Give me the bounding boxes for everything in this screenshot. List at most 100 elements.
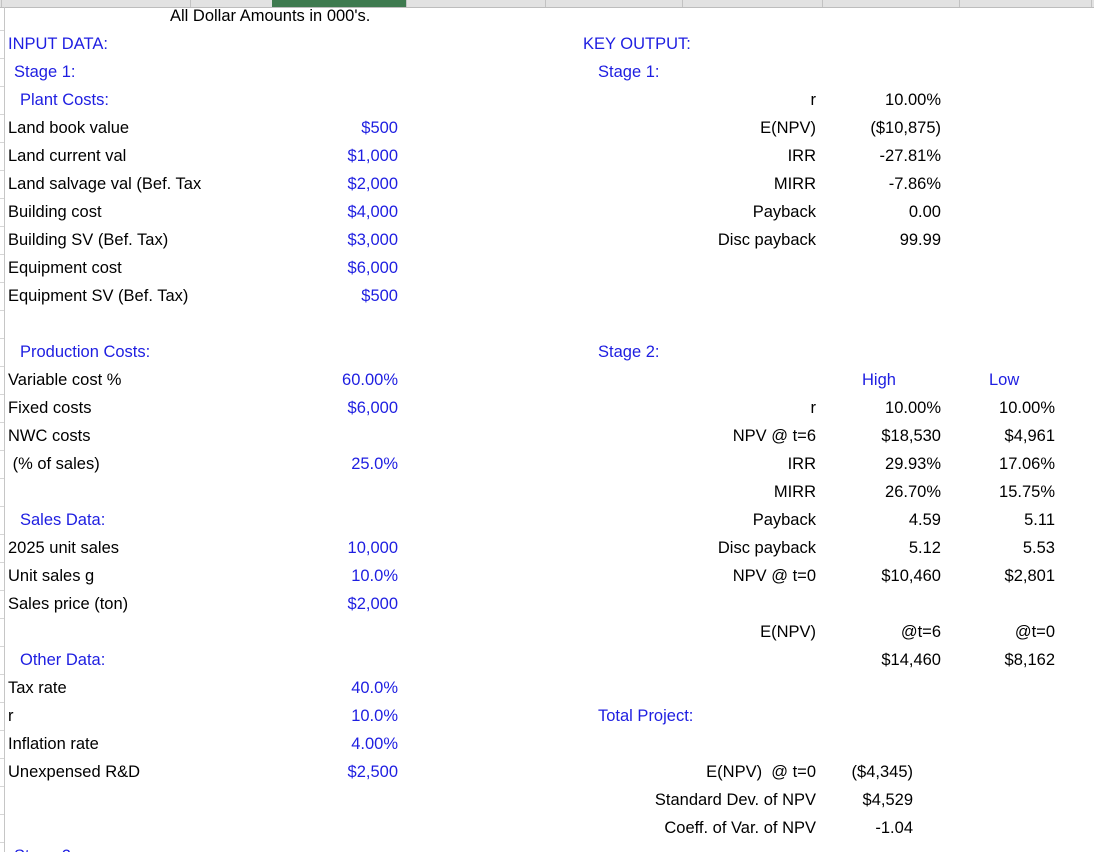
input-data-header: INPUT DATA: (8, 35, 108, 53)
output-label: r (810, 91, 817, 109)
input-value-cell[interactable]: $500 (361, 119, 398, 137)
input-stage1-header: Stage 1: (14, 63, 76, 81)
output-value-cell[interactable]: 10.00% (999, 399, 1055, 417)
input-value-cell[interactable] (250, 422, 398, 450)
input-value-cell[interactable]: $2,000 (347, 175, 398, 193)
green-header-cell (272, 0, 406, 7)
output-value-cell[interactable]: $18,530 (881, 427, 941, 445)
enpv-t6-value[interactable]: $14,460 (881, 651, 941, 669)
column-gridline (190, 0, 191, 7)
output-value-cell[interactable]: ($10,875) (870, 119, 941, 137)
plant-costs-header: Plant Costs: (20, 91, 109, 109)
column-gridline (1091, 0, 1092, 7)
output-value-cell[interactable]: $10,460 (881, 567, 941, 585)
input-label: Land salvage val (Bef. Tax (8, 175, 202, 193)
input-label: Unexpensed R&D (8, 763, 141, 781)
output-value-cell[interactable]: 26.70% (885, 483, 941, 501)
input-value-cell[interactable]: 4.00% (351, 735, 398, 753)
output-value-cell[interactable]: -27.81% (879, 147, 941, 165)
input-value-cell[interactable]: $6,000 (347, 259, 398, 277)
output-value-cell[interactable]: 99.99 (899, 231, 941, 249)
output-value-cell[interactable]: -1.04 (875, 819, 913, 837)
input-value-cell[interactable]: $4,000 (347, 203, 398, 221)
high-column-header: High (862, 371, 896, 389)
input-label: Equipment cost (8, 259, 122, 277)
production-costs-header: Production Costs: (20, 343, 151, 361)
input-label: 2025 unit sales (8, 539, 119, 557)
column-gridline (545, 0, 546, 7)
output-value-cell[interactable]: 10.00% (885, 399, 941, 417)
row-gridline-ticks (0, 30, 4, 852)
input-label: Equipment SV (Bef. Tax) (8, 287, 189, 305)
output-value-cell[interactable]: 5.53 (1022, 539, 1055, 557)
output-value-cell[interactable]: ($4,345) (851, 763, 913, 781)
output-label: NPV @ t=6 (732, 427, 816, 445)
output-value-cell[interactable]: 17.06% (999, 455, 1055, 473)
column-gridline (822, 0, 823, 7)
output-value-cell[interactable]: $2,801 (1004, 567, 1055, 585)
input-value-cell[interactable]: 10,000 (347, 539, 398, 557)
output-value-cell[interactable]: 0.00 (908, 203, 941, 221)
input-label: Variable cost % (8, 371, 122, 389)
output-value-cell[interactable]: 29.93% (885, 455, 941, 473)
input-value-cell[interactable]: $3,000 (347, 231, 398, 249)
enpv-summary-label: E(NPV) (760, 623, 816, 641)
output-label: Standard Dev. of NPV (654, 791, 816, 809)
input-label: r (8, 707, 14, 725)
output-label: Coeff. of Var. of NPV (664, 819, 816, 837)
input-value-cell[interactable]: $2,500 (347, 763, 398, 781)
input-label: (% of sales) (8, 455, 100, 473)
output-label: Disc payback (717, 539, 816, 557)
output-stage2-header: Stage 2: (598, 343, 660, 361)
output-label: Payback (752, 203, 816, 221)
input-value-cell[interactable]: $1,000 (347, 147, 398, 165)
input-label: NWC costs (8, 427, 91, 445)
input-value-cell[interactable]: 25.0% (351, 455, 398, 473)
output-value-cell[interactable]: 5.12 (908, 539, 941, 557)
input-value-cell[interactable]: $500 (361, 287, 398, 305)
output-value-cell[interactable]: 5.11 (1024, 511, 1055, 529)
input-label: Land current val (8, 147, 127, 165)
output-stage1-header: Stage 1: (598, 63, 660, 81)
input-label: Building cost (8, 203, 102, 221)
input-label: Sales price (ton) (8, 595, 129, 613)
input-label: Inflation rate (8, 735, 99, 753)
output-value-cell[interactable]: 4.59 (908, 511, 941, 529)
input-value-cell[interactable]: 60.00% (342, 371, 398, 389)
other-data-header: Other Data: (20, 651, 106, 669)
input-value-cell[interactable]: 10.0% (351, 567, 398, 585)
output-label: IRR (787, 147, 816, 165)
input-label: Fixed costs (8, 399, 92, 417)
sheet-title: All Dollar Amounts in 000's. (170, 7, 371, 25)
input-value-cell[interactable]: 10.0% (351, 707, 398, 725)
output-label: NPV @ t=0 (732, 567, 816, 585)
input-label: Land book value (8, 119, 130, 137)
output-value-cell[interactable]: 10.00% (885, 91, 941, 109)
low-column-header: Low (989, 371, 1020, 389)
input-label: Tax rate (8, 679, 67, 697)
input-value-cell[interactable]: $2,000 (347, 595, 398, 613)
output-value-cell[interactable]: $4,529 (862, 791, 913, 809)
output-label: IRR (787, 455, 816, 473)
left-column-gridline (4, 7, 5, 852)
output-value-cell[interactable]: 15.75% (999, 483, 1055, 501)
output-label: MIRR (773, 483, 816, 501)
enpv-t6-header: @t=6 (900, 623, 941, 641)
input-value-cell[interactable]: 40.0% (351, 679, 398, 697)
key-output-header: KEY OUTPUT: (583, 35, 691, 53)
enpv-t0-value[interactable]: $8,162 (1004, 651, 1055, 669)
column-gridline (1, 0, 2, 7)
enpv-t0-header: @t=0 (1014, 623, 1055, 641)
output-label: E(NPV) @ t=0 (706, 763, 816, 781)
sales-data-header: Sales Data: (20, 511, 106, 529)
input-label: Unit sales g (8, 567, 95, 585)
column-gridline (682, 0, 683, 7)
input-value-cell[interactable]: $6,000 (347, 399, 398, 417)
output-value-cell[interactable]: -7.86% (888, 175, 941, 193)
output-label: E(NPV) (760, 119, 816, 137)
input-label: Building SV (Bef. Tax) (8, 231, 169, 249)
output-value-cell[interactable]: $4,961 (1004, 427, 1055, 445)
column-gridline (406, 0, 407, 7)
total-project-header: Total Project: (598, 707, 694, 725)
